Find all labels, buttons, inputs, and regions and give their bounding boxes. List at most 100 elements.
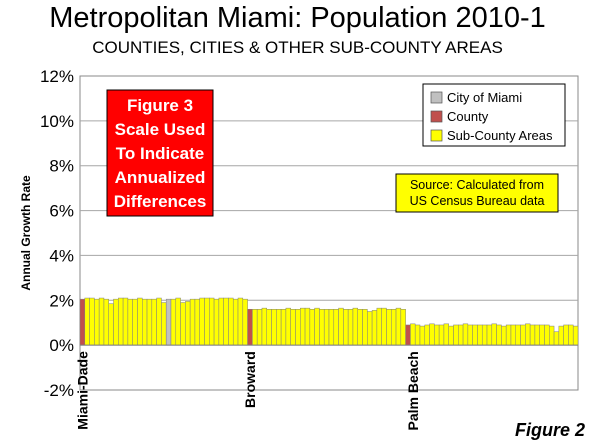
bar-sub [515, 324, 521, 346]
bar-sub [491, 323, 497, 346]
bar-sub [151, 298, 157, 346]
annotation-text: Annualized [115, 168, 206, 187]
bar-sub [323, 309, 330, 346]
annotation-text: To Indicate [116, 144, 204, 163]
bar-sub [414, 324, 421, 346]
bar-sub [261, 307, 267, 346]
bar-sub [553, 331, 560, 346]
bar-sub [252, 309, 258, 346]
legend-label: City of Miami [447, 90, 522, 105]
bar-sub [156, 297, 162, 346]
y-tick-label: 0% [49, 336, 74, 355]
bar-sub [180, 302, 186, 346]
bar-sub [170, 298, 177, 346]
bar-sub [347, 309, 354, 346]
y-tick-label: 8% [49, 157, 74, 176]
bar-sub [237, 297, 244, 346]
bar-sub [118, 297, 124, 346]
bar-sub [539, 324, 545, 346]
bar-sub [280, 309, 287, 346]
bar-sub [534, 324, 540, 346]
bar-city [165, 298, 172, 346]
bar-sub [568, 324, 574, 346]
bar-sub [381, 307, 387, 346]
bar-sub [266, 309, 272, 346]
bar-sub [410, 323, 416, 346]
figure-label: Figure 2 [514, 420, 585, 440]
x-group-label: Broward [242, 351, 258, 408]
bar-sub [142, 298, 148, 346]
bar-sub [376, 307, 382, 346]
bar-sub [271, 309, 277, 346]
annotation-text: Differences [114, 192, 207, 211]
bar-sub [400, 309, 406, 346]
bar-sub [443, 323, 449, 346]
bar-sub [89, 297, 95, 346]
annotation-box [106, 89, 214, 217]
bar-sub [386, 309, 392, 346]
bar-sub [94, 298, 100, 346]
bar-sub [161, 302, 167, 346]
bar-sub [213, 298, 220, 346]
bar-sub [290, 309, 296, 346]
bar-sub [242, 298, 248, 346]
bar-sub [510, 324, 516, 346]
bar-sub [122, 297, 129, 346]
bar-sub [395, 307, 402, 346]
bar-sub [362, 309, 368, 346]
source-box [395, 173, 559, 213]
bar-sub [481, 324, 488, 346]
bar-sub [223, 297, 229, 346]
y-tick-label: -2% [44, 381, 74, 400]
legend-label: County [447, 109, 489, 124]
bar-sub [572, 325, 579, 346]
y-tick-label: 12% [40, 67, 74, 86]
bar-sub [529, 324, 536, 346]
bar-sub [295, 309, 301, 346]
bar-sub [472, 324, 478, 346]
bar-sub [98, 297, 105, 346]
bar-sub [199, 297, 205, 346]
bar-sub [424, 324, 430, 346]
bar-sub [549, 325, 555, 346]
bar-sub [232, 298, 239, 346]
bar-sub [343, 309, 349, 346]
bar-sub [367, 311, 373, 346]
bar-sub [448, 325, 454, 346]
chart-subtitle: COUNTIES, CITIES & OTHER SUB-COUNTY AREA… [92, 38, 503, 57]
legend-swatch [430, 129, 443, 142]
bar-sub [256, 309, 263, 346]
bar-sub [319, 309, 325, 346]
bar-county [405, 324, 411, 346]
bar-sub [304, 307, 311, 346]
bar-sub [505, 324, 512, 346]
bar-sub [132, 298, 138, 346]
bar-sub [113, 298, 119, 346]
bar-sub [477, 324, 483, 346]
bar-sub [108, 303, 114, 346]
bar-county [79, 298, 86, 346]
bar-sub [429, 323, 435, 346]
bar-sub [185, 301, 191, 346]
bar-sub [462, 323, 469, 346]
y-axis-label: Annual Growth Rate [19, 175, 33, 291]
bar-sub [300, 307, 306, 346]
bar-county [247, 309, 253, 346]
legend-label: Sub-County Areas [447, 128, 553, 143]
bar-sub [338, 307, 344, 346]
y-tick-label: 2% [49, 291, 74, 310]
y-tick-label: 4% [49, 246, 74, 265]
bar-sub [328, 309, 335, 346]
bar-sub [357, 309, 363, 346]
bar-sub [419, 325, 426, 346]
bar-sub [434, 324, 440, 346]
bar-sub [453, 324, 459, 346]
bar-sub [103, 298, 109, 346]
x-group-label: Miami-Dade [74, 351, 90, 430]
bar-sub [189, 298, 196, 346]
bar-sub [146, 298, 153, 346]
bar-sub [285, 307, 291, 346]
bar-sub [175, 297, 181, 346]
bar-sub [501, 325, 507, 346]
